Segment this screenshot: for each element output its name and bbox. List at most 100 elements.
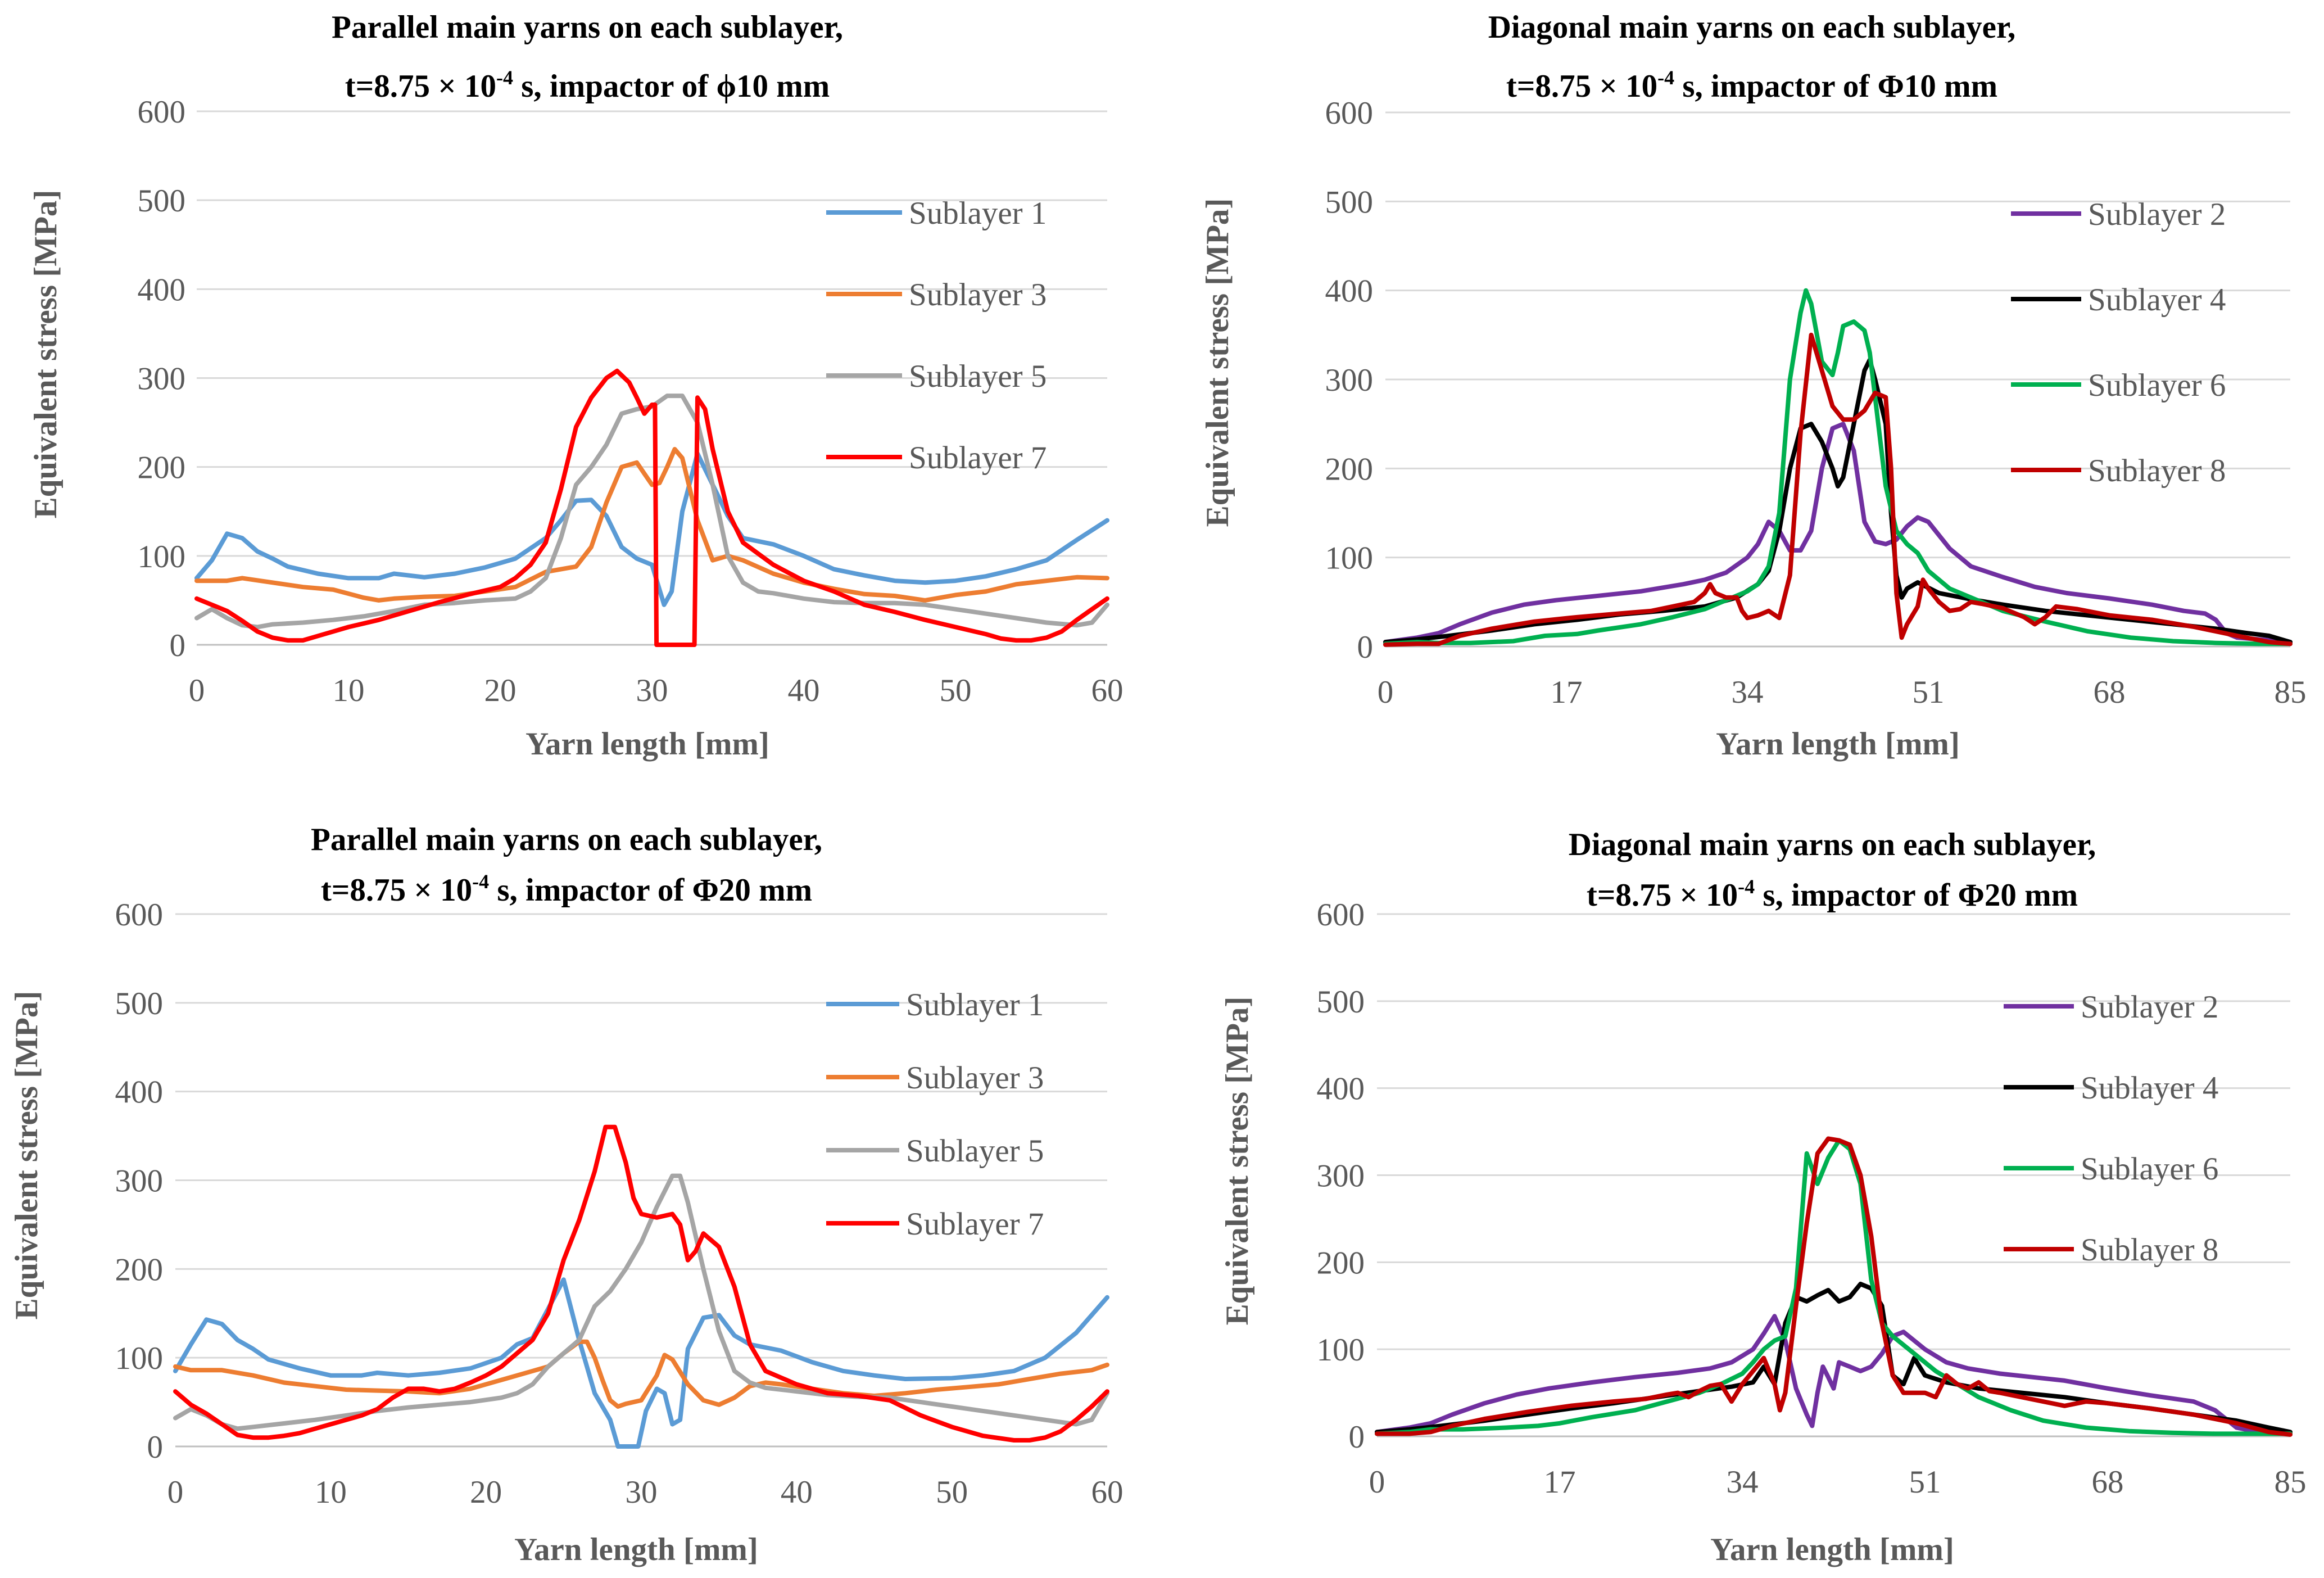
y-tick-label: 600	[115, 897, 164, 933]
legend-item: Sublayer 1	[826, 987, 1044, 1023]
series-line-sublayer-6	[1375, 1138, 2293, 1436]
chart-title-line2-suffix: s, impactor of Φ20 mm	[489, 872, 812, 908]
legend-label: Sublayer 4	[2088, 282, 2226, 318]
x-tick-label: 0	[189, 673, 205, 708]
y-tick-label: 100	[1317, 1332, 1365, 1368]
x-tick-label: 51	[1909, 1464, 1941, 1500]
legend-label: Sublayer 8	[2081, 1232, 2218, 1268]
x-tick-label: 10	[315, 1475, 347, 1510]
x-tick-label: 40	[781, 1475, 813, 1510]
legend-item: Sublayer 6	[2011, 368, 2226, 403]
y-tick-label: 200	[115, 1252, 164, 1287]
chart-title-line2-suffix: s, impactor of Φ20 mm	[1755, 878, 2078, 913]
y-ticks: 0 100 200 300 400 500 600	[115, 897, 164, 1465]
y-tick-label: 100	[115, 1341, 164, 1376]
legend: Sublayer 2 Sublayer 4 Sublayer 6 Sublayer 8	[2011, 197, 2226, 489]
x-tick-label: 10	[333, 673, 365, 708]
chart-title-line2-prefix: t=8.75 × 10	[321, 872, 472, 908]
y-tick-label: 400	[1317, 1071, 1365, 1107]
x-tick-label: 34	[1732, 675, 1764, 710]
y-tick-label: 300	[1317, 1159, 1365, 1194]
legend-label: Sublayer 1	[909, 196, 1047, 231]
x-tick-label: 50	[940, 673, 972, 708]
legend: Sublayer 1 Sublayer 3 Sublayer 5 Sublayer 7	[826, 196, 1047, 476]
y-tick-label: 500	[1317, 984, 1365, 1020]
chart-title-superscript: -4	[472, 870, 489, 893]
legend-label: Sublayer 3	[909, 277, 1047, 313]
series-line-sublayer-7	[194, 368, 1109, 647]
y-tick-label: 400	[1325, 274, 1374, 309]
y-tick-label: 0	[1349, 1419, 1365, 1455]
series-line-sublayer-8	[1383, 332, 2293, 647]
chart-title-superscript: -4	[1657, 66, 1674, 89]
y-tick-label: 300	[138, 361, 186, 397]
y-tick-label: 200	[1317, 1245, 1365, 1281]
legend-label: Sublayer 7	[906, 1206, 1044, 1242]
chart-title-line2-suffix: s, impactor of ϕ10 mm	[513, 69, 830, 104]
chart-title-line1: Diagonal main yarns on each sublayer,	[1569, 827, 2096, 862]
x-axis-label: Yarn length [mm]	[1716, 726, 1960, 762]
chart-top-left: Parallel main yarns on each sublayer, t=…	[28, 10, 1124, 762]
legend-item: Sublayer 7	[826, 440, 1047, 476]
x-tick-label: 51	[1913, 675, 1945, 710]
series-line-sublayer-2	[1383, 422, 2293, 645]
chart-title-line2: t=8.75 × 10-4 s, impactor of Φ20 mm	[321, 870, 812, 908]
legend-item: Sublayer 8	[2004, 1232, 2218, 1268]
legend-item: Sublayer 4	[2011, 282, 2226, 318]
legend-label: Sublayer 5	[906, 1133, 1044, 1169]
x-tick-label: 0	[167, 1475, 184, 1510]
legend-item: Sublayer 2	[2004, 989, 2218, 1025]
x-tick-label: 60	[1091, 1475, 1124, 1510]
x-tick-label: 68	[2092, 1464, 2124, 1500]
series-line-sublayer-5	[173, 1173, 1109, 1431]
series-line-sublayer-1	[173, 1277, 1109, 1449]
x-tick-label: 85	[2275, 1464, 2307, 1500]
legend-label: Sublayer 6	[2088, 368, 2226, 403]
y-tick-label: 0	[147, 1430, 164, 1465]
chart-bottom-left: Parallel main yarns on each sublayer, t=…	[9, 822, 1124, 1567]
chart-title-line1: Parallel main yarns on each sublayer,	[332, 10, 843, 45]
legend-label: Sublayer 6	[2081, 1151, 2218, 1187]
legend-label: Sublayer 4	[2081, 1070, 2218, 1106]
x-tick-label: 50	[936, 1475, 968, 1510]
legend-label: Sublayer 7	[909, 440, 1047, 476]
x-tick-label: 20	[470, 1475, 502, 1510]
legend-item: Sublayer 6	[2004, 1151, 2218, 1187]
y-tick-label: 500	[1325, 184, 1374, 220]
chart-title-line2: t=8.75 × 10-4 s, impactor of ϕ10 mm	[345, 66, 830, 104]
y-ticks: 0 100 200 300 400 500 600	[1325, 96, 1374, 665]
legend-label: Sublayer 5	[909, 359, 1047, 394]
y-ticks: 0 100 200 300 400 500 600	[138, 94, 186, 663]
grid	[1385, 111, 2290, 648]
legend-label: Sublayer 2	[2081, 989, 2218, 1025]
series-lines	[1383, 288, 2293, 647]
series-line-sublayer-2	[1375, 1314, 2293, 1436]
series-line-sublayer-5	[194, 394, 1109, 630]
y-axis-label: Equivalent stress [MPa]	[1220, 997, 1255, 1326]
y-tick-label: 400	[115, 1075, 164, 1110]
legend-label: Sublayer 1	[906, 987, 1044, 1023]
y-tick-label: 500	[115, 986, 164, 1021]
legend-label: Sublayer 8	[2088, 453, 2226, 489]
y-tick-label: 100	[1325, 541, 1374, 576]
series-line-sublayer-7	[173, 1124, 1109, 1443]
x-tick-label: 30	[636, 673, 668, 708]
grid	[175, 913, 1107, 1448]
y-axis-label: Equivalent stress [MPa]	[9, 991, 44, 1320]
y-axis-label: Equivalent stress [MPa]	[28, 190, 64, 519]
chart-title-line2-prefix: t=8.75 × 10	[1587, 878, 1738, 913]
y-tick-label: 300	[115, 1164, 164, 1199]
legend-label: Sublayer 3	[906, 1060, 1044, 1096]
y-tick-label: 200	[1325, 451, 1374, 487]
x-ticks: 0 17 34 51 68 85	[1378, 675, 2307, 710]
legend-item: Sublayer 3	[826, 1060, 1044, 1096]
chart-bottom-right: Diagonal main yarns on each sublayer, t=…	[1220, 827, 2307, 1567]
y-axis-label: Equivalent stress [MPa]	[1200, 198, 1235, 527]
y-tick-label: 500	[138, 183, 186, 219]
legend-item: Sublayer 1	[826, 196, 1047, 231]
y-tick-label: 600	[138, 94, 186, 130]
x-tick-label: 68	[2094, 675, 2126, 710]
series-line-sublayer-1	[194, 451, 1109, 607]
